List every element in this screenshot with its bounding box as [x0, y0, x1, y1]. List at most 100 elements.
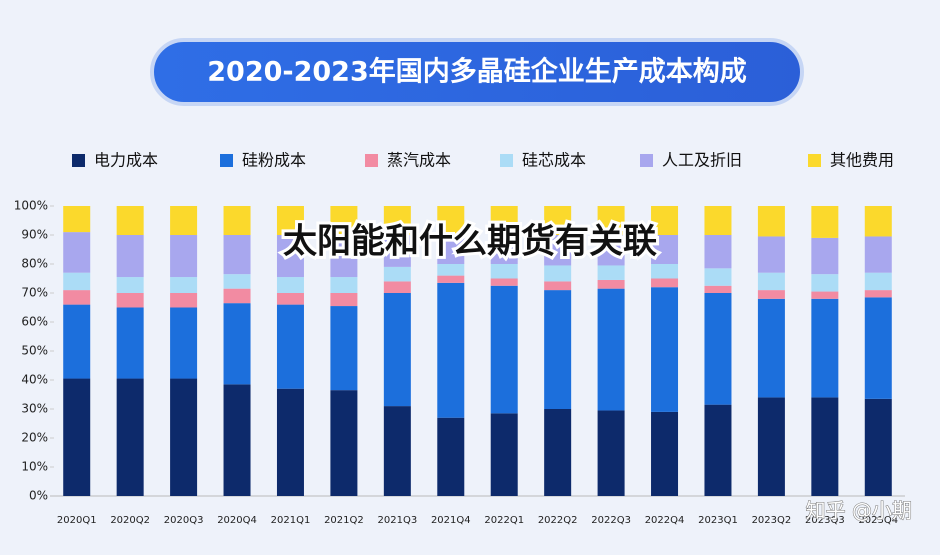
bar-segment — [437, 282, 465, 418]
legend-swatch — [500, 154, 513, 167]
bar-segment — [490, 235, 518, 264]
x-tick-label: 2021Q2 — [324, 515, 364, 526]
bar-segment — [864, 236, 892, 273]
bar-segment — [276, 304, 304, 389]
bar-segment — [276, 277, 304, 293]
bar-segment — [170, 206, 198, 235]
bar-segment — [330, 235, 358, 278]
bar-segment — [330, 277, 358, 293]
bar-segment — [330, 206, 358, 235]
bar-segment — [597, 235, 625, 266]
legend-swatch — [72, 154, 85, 167]
bar-segment — [490, 206, 518, 235]
bar-segment — [704, 206, 732, 235]
x-tick-label: 2020Q3 — [164, 515, 204, 526]
bar-segment — [223, 235, 251, 275]
bar-segment — [490, 278, 518, 286]
bar-segment — [757, 298, 785, 398]
bar-segment — [383, 293, 411, 407]
bar-segment — [544, 265, 572, 282]
bar-segment — [276, 235, 304, 278]
legend-label: 其他费用 — [830, 151, 894, 170]
y-tick-label: 60% — [21, 315, 48, 329]
bar-segment — [490, 285, 518, 414]
legend-swatch — [640, 154, 653, 167]
bar-segment — [437, 206, 465, 235]
bar-segment — [330, 306, 358, 391]
bar-segment — [544, 290, 572, 409]
watermark: 知乎 @小期 — [806, 499, 912, 523]
x-tick-label: 2020Q1 — [57, 515, 97, 526]
bar-segment — [864, 272, 892, 291]
bar-segment — [757, 206, 785, 237]
x-tick-label: 2022Q1 — [484, 515, 524, 526]
bar-segment — [276, 206, 304, 235]
legend-label: 人工及折旧 — [662, 151, 742, 170]
x-tick-label: 2021Q4 — [431, 515, 471, 526]
bar-segment — [651, 411, 679, 496]
bar-segment — [864, 290, 892, 298]
bar-segment — [276, 388, 304, 496]
bar-segment — [383, 266, 411, 282]
x-tick-label: 2022Q3 — [591, 515, 631, 526]
x-tick-label: 2022Q4 — [645, 515, 685, 526]
bar-segment — [864, 297, 892, 399]
bar-segment — [383, 235, 411, 267]
bar-segment — [437, 275, 465, 283]
bar-segment — [811, 298, 839, 398]
x-tick-label: 2021Q3 — [378, 515, 418, 526]
x-tick-label: 2020Q2 — [110, 515, 150, 526]
bar-segment — [651, 206, 679, 235]
bar-segment — [63, 378, 91, 496]
bar-segment — [597, 206, 625, 235]
bar-segment — [63, 206, 91, 233]
bar-segment — [116, 235, 144, 278]
bar-segment — [811, 274, 839, 292]
bar-segment — [170, 277, 198, 293]
bar-segment — [170, 293, 198, 308]
bar-segment — [544, 409, 572, 496]
bar-segment — [116, 277, 144, 293]
x-tick-label: 2020Q4 — [217, 515, 257, 526]
bar-segment — [597, 279, 625, 289]
bar-segment — [330, 390, 358, 496]
bar-segment — [597, 410, 625, 496]
x-tick-label: 2021Q1 — [271, 515, 311, 526]
legend-swatch — [808, 154, 821, 167]
bar-segment — [223, 206, 251, 235]
bar-segment — [63, 232, 91, 273]
y-tick-label: 100% — [14, 199, 48, 213]
legend-swatch — [365, 154, 378, 167]
chart-title: 2020-2023年国内多晶硅企业生产成本构成 — [207, 56, 747, 88]
legend-label: 电力成本 — [94, 151, 158, 170]
y-tick-label: 40% — [21, 373, 48, 387]
legend-label: 硅粉成本 — [242, 151, 306, 170]
bar-segment — [597, 288, 625, 411]
bar-segment — [383, 206, 411, 235]
bar-segment — [811, 397, 839, 496]
legend-swatch — [220, 154, 233, 167]
bar-segment — [704, 293, 732, 405]
bar-segment — [651, 287, 679, 412]
bar-segment — [63, 290, 91, 305]
y-tick-label: 10% — [21, 460, 48, 474]
bar-segment — [811, 206, 839, 238]
bar-segment — [704, 404, 732, 496]
overlay-text: 太阳能和什么期货有关联 — [283, 222, 657, 262]
y-tick-label: 20% — [21, 431, 48, 445]
bar-segment — [597, 265, 625, 280]
bar-segment — [437, 264, 465, 276]
legend-label: 蒸汽成本 — [387, 151, 451, 170]
y-tick-label: 30% — [21, 402, 48, 416]
y-tick-label: 80% — [21, 257, 48, 271]
x-tick-label: 2023Q4 — [858, 515, 898, 526]
bar-segment — [63, 304, 91, 379]
bar-segment — [757, 290, 785, 299]
bar-segment — [330, 293, 358, 307]
bar-segment — [116, 206, 144, 235]
bar-segment — [704, 285, 732, 293]
bar-segment — [437, 417, 465, 496]
bar-segment — [651, 235, 679, 264]
